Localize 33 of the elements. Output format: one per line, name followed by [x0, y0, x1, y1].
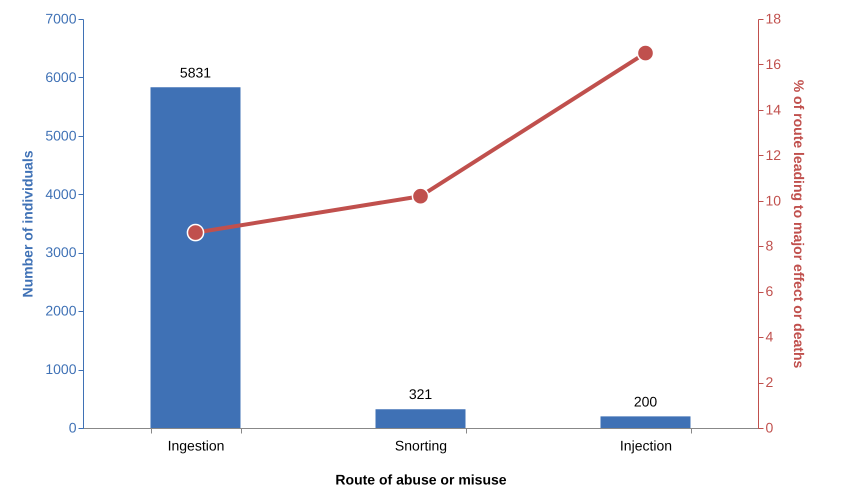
y-tick-label: 5000: [45, 127, 77, 144]
y-tick-label: 3000: [45, 244, 77, 260]
x-tick-label: Ingestion: [168, 438, 224, 454]
y2-tick-label: 12: [766, 146, 782, 163]
point: [412, 187, 430, 206]
y2-axis-title: % of route leading to major effect or deaths: [791, 80, 808, 369]
y-tick-label: 4000: [45, 186, 77, 202]
y2-tick-label: 10: [766, 192, 782, 208]
point: [636, 44, 654, 62]
point: [186, 224, 204, 242]
y-tick-label: 7000: [45, 10, 77, 26]
y2-tick-label: 4: [766, 328, 774, 345]
y2-tick-label: 16: [766, 56, 782, 72]
y2-tick-label: 8: [766, 238, 774, 254]
bar: [376, 409, 466, 428]
y2-tick-label: 14: [766, 101, 782, 118]
y2-tick-label: 2: [766, 374, 774, 390]
data-label: 5831: [180, 64, 212, 80]
data-label: 200: [634, 393, 658, 410]
x-tick-label: Injection: [620, 438, 672, 454]
y-tick-label: 1000: [45, 361, 77, 378]
data-label: 321: [408, 386, 432, 402]
bar: [150, 87, 240, 428]
x-axis-title: Route of abuse or misuse: [335, 472, 507, 488]
y2-tick-label: 18: [766, 10, 782, 26]
y-tick-label: 0: [68, 420, 77, 436]
y-tick-label: 2000: [45, 302, 77, 319]
bar: [600, 416, 690, 428]
y2-tick-label: 0: [766, 420, 774, 436]
x-tick-label: Snorting: [394, 438, 448, 454]
y-axis-title: Number of individuals: [19, 150, 36, 298]
y2-tick-label: 6: [766, 283, 774, 300]
y-tick-label: 6000: [45, 68, 77, 85]
